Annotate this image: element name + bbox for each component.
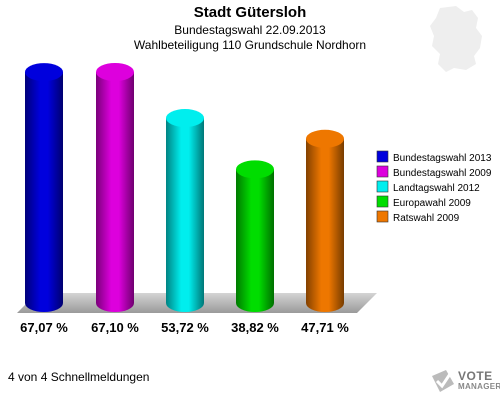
legend-label-2: Bundestagswahl 2009 <box>393 168 492 179</box>
bar-1 <box>25 63 63 313</box>
value-label-2: 67,10 % <box>91 320 139 335</box>
legend-label-5: Ratswahl 2009 <box>393 213 460 224</box>
bar-2 <box>96 63 134 312</box>
legend-label-3: Landtagswahl 2012 <box>393 183 480 194</box>
germany-map-icon <box>430 6 482 72</box>
legend-swatch-1 <box>376 150 389 163</box>
chart-subtitle-election: Bundestagswahl 22.09.2013 <box>174 23 326 37</box>
legend-swatch-3 <box>376 180 389 193</box>
bar-4 <box>236 160 274 312</box>
value-label-4: 38,82 % <box>231 320 279 335</box>
legend-label-4: Europawahl 2009 <box>393 198 471 209</box>
bar-3 <box>166 109 204 313</box>
footer-status: 4 von 4 Schnellmeldungen <box>8 370 150 384</box>
value-label-3: 53,72 % <box>161 320 209 335</box>
value-label-5: 47,71 % <box>301 320 349 335</box>
bar-5 <box>306 129 344 312</box>
logo-vote-text: VOTE <box>458 369 493 383</box>
logo-manager-text: MANAGER <box>458 382 500 391</box>
legend-swatch-4 <box>376 195 389 208</box>
ballot-icon <box>432 370 454 392</box>
legend-swatch-5 <box>376 210 389 223</box>
value-label-1: 67,07 % <box>20 320 68 335</box>
legend-swatch-2 <box>376 165 389 178</box>
chart-subtitle-turnout: Wahlbeteiligung 110 Grundschule Nordhorn <box>133 38 367 52</box>
legend-label-1: Bundestagswahl 2013 <box>393 153 492 164</box>
vote-manager-logo: VOTE MANAGER <box>428 366 500 396</box>
chart-title: Stadt Gütersloh <box>193 4 307 21</box>
